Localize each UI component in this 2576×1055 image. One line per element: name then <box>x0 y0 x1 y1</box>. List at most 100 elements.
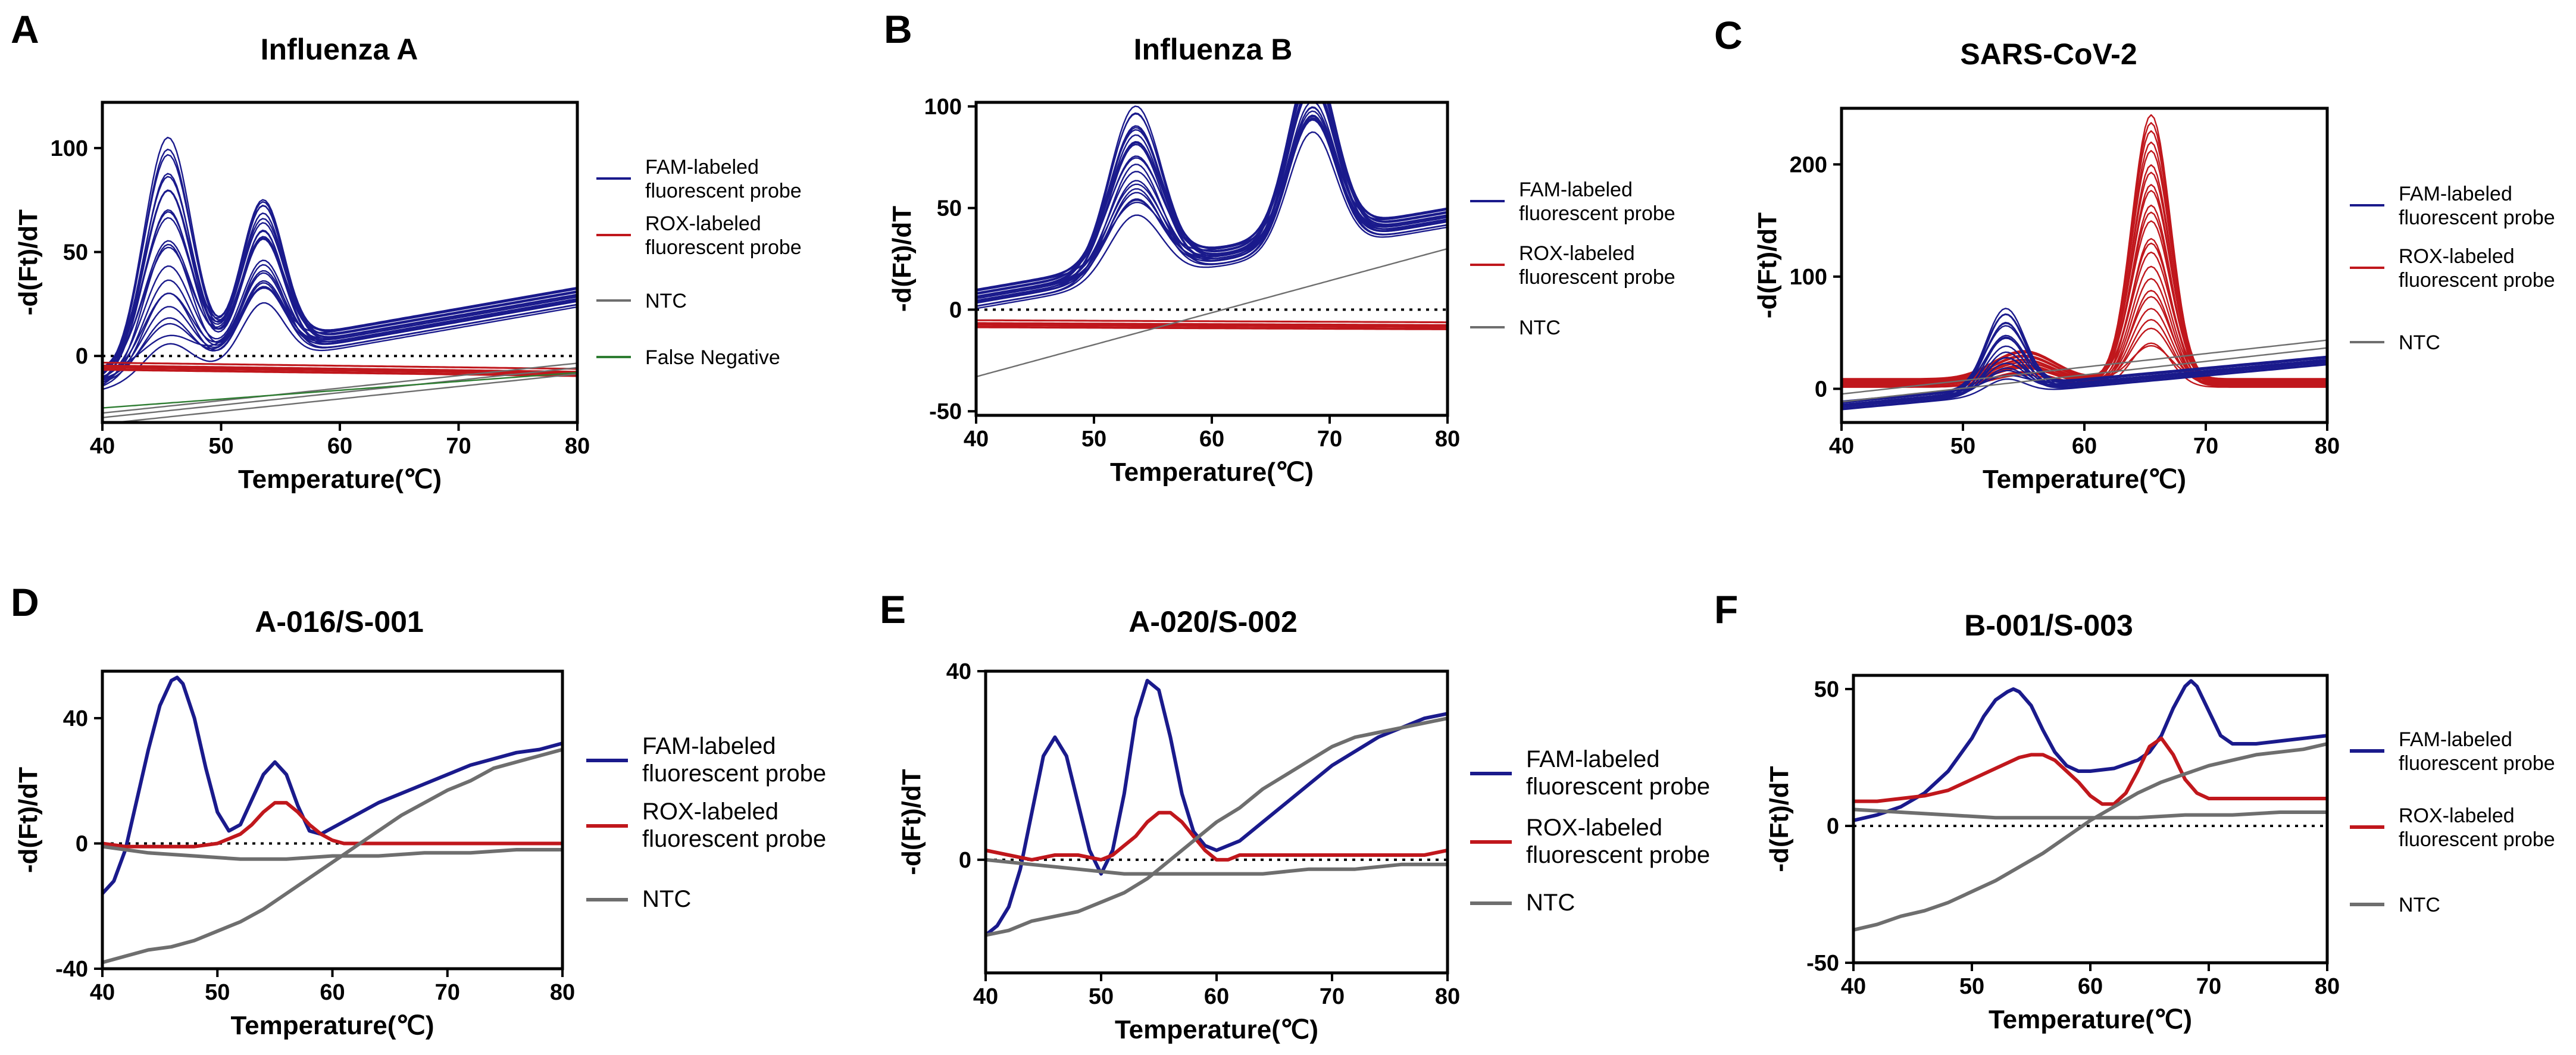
series-group <box>976 102 1448 378</box>
series-line-fam <box>976 117 1448 299</box>
series-group <box>102 136 577 422</box>
panel-a: A Influenza A 40 50 60 70 80 0 50 100 Temperature(… <box>11 7 802 494</box>
series-line-rox <box>976 323 1448 327</box>
legend-label-rox: ROX-labeled fluorescent probe <box>645 212 802 259</box>
series-line-fam <box>102 243 577 386</box>
chart-title: Influenza B <box>1134 33 1293 66</box>
y-axis-label: -d(Ft)/dT <box>887 206 917 312</box>
series-line-false_negative <box>102 372 577 409</box>
x-tick-label: 80 <box>2315 974 2340 999</box>
x-tick-label: 70 <box>1320 984 1345 1009</box>
panel-letter: C <box>1714 13 1743 57</box>
x-tick-label: 60 <box>1199 427 1224 452</box>
x-tick-label: 50 <box>1081 427 1106 452</box>
x-tick-label: 80 <box>1435 427 1460 452</box>
legend-label-fam: FAM-labeled fluorescent probe <box>645 156 802 202</box>
legend-label-fam: FAM-labeled fluorescent probe <box>642 733 826 787</box>
x-tick-label: 50 <box>205 980 230 1005</box>
x-tick-label: 60 <box>2072 434 2097 459</box>
panel-c: C SARS-CoV-2 40 50 60 70 80 0 100 200 Temperature(… <box>1714 13 2555 494</box>
series-line-rox <box>1853 736 2327 806</box>
y-tick-label: -40 <box>55 957 88 982</box>
x-axis-label: Temperature(℃) <box>238 465 442 494</box>
series-line-ntc <box>102 367 577 418</box>
x-tick-label: 50 <box>1089 984 1114 1009</box>
legend-label-ntc: NTC <box>1526 890 1575 916</box>
x-axis-label: Temperature(℃) <box>1115 1015 1318 1044</box>
legend-label-rox: ROX-labeled fluorescent probe <box>642 799 826 852</box>
y-tick-label: 100 <box>51 136 88 161</box>
legend-label-rox: ROX-labeled fluorescent probe <box>1526 815 1710 868</box>
series-line-ntc <box>1853 742 2327 932</box>
legend: FAM-labeled fluorescent probe ROX-labeled f… <box>596 156 802 369</box>
series-line-rox <box>102 368 577 376</box>
series-line-ntc <box>102 362 577 414</box>
series-line-rox <box>1842 150 2327 382</box>
series-line-rox <box>986 810 1448 862</box>
y-tick-label: 0 <box>1827 814 1839 839</box>
panel-e: E A-020/S-002 40 50 60 70 80 0 40 Temperature(℃) -… <box>880 587 1710 1044</box>
y-tick-label: 50 <box>937 196 962 221</box>
legend: FAM-labeled fluorescent probe ROX-labeled f… <box>2350 183 2555 354</box>
y-tick-label: 100 <box>924 95 962 120</box>
series-line-fam <box>976 102 1448 292</box>
legend: FAM-labeled fluorescent probe ROX-labeled f… <box>2350 728 2555 916</box>
series-line-rox <box>1842 184 2327 385</box>
legend-label-ntc: NTC <box>1519 317 1561 339</box>
series-line-rox <box>1842 211 2327 381</box>
legend-label-rox: ROX-labeled fluorescent probe <box>2399 804 2555 851</box>
x-tick-label: 60 <box>1204 984 1229 1009</box>
x-axis-label: Temperature(℃) <box>1989 1005 2192 1034</box>
series-line-fam <box>986 678 1448 937</box>
panel-d: D A-016/S-001 40 50 60 70 80 -40 0 40 Temperature(… <box>11 580 826 1040</box>
series-line-fam <box>976 102 1448 302</box>
series-line-fam <box>102 154 577 372</box>
chart-title: A-020/S-002 <box>1128 605 1298 638</box>
x-tick-label: 40 <box>1841 974 1866 999</box>
series-line-rox <box>102 367 577 375</box>
chart-title: B-001/S-003 <box>1964 609 2133 642</box>
legend: FAM-labeled fluorescent probe ROX-labeled f… <box>1470 179 1675 339</box>
y-tick-label: 0 <box>76 344 88 369</box>
chart-title: A-016/S-001 <box>255 605 424 638</box>
legend-label-fam: FAM-labeled fluorescent probe <box>2399 728 2555 775</box>
series-line-fam <box>102 211 577 372</box>
series-line-rox <box>1842 164 2327 386</box>
x-tick-label: 60 <box>320 980 345 1005</box>
x-tick-label: 80 <box>2315 434 2340 459</box>
series-line-ntc <box>986 716 1448 937</box>
series-line-ntc <box>108 373 577 422</box>
x-tick-label: 60 <box>2078 974 2103 999</box>
series-line-rox <box>102 801 562 849</box>
x-axis-label: Temperature(℃) <box>1110 458 1314 487</box>
series-line-fam <box>102 173 577 381</box>
plot-frame <box>101 669 564 971</box>
series-line-rox <box>102 361 577 370</box>
series-line-ntc <box>102 844 562 861</box>
y-tick-label: 40 <box>946 659 971 684</box>
legend-label-fam: FAM-labeled fluorescent probe <box>1519 179 1675 225</box>
series-line-rox <box>1842 171 2327 383</box>
y-tick-label: 100 <box>1790 265 1827 290</box>
legend-label-rox: ROX-labeled fluorescent probe <box>2399 245 2555 292</box>
panel-letter: F <box>1714 587 1738 631</box>
x-tick-label: 80 <box>565 434 590 459</box>
series-line-fam <box>976 102 1448 295</box>
series-line-fam <box>102 286 577 383</box>
series-line-ntc <box>1842 347 2327 403</box>
chart-title: Influenza A <box>261 33 418 66</box>
chart-title: SARS-CoV-2 <box>1960 37 2137 71</box>
x-tick-label: 60 <box>327 434 352 459</box>
y-tick-label: 40 <box>63 706 88 731</box>
y-axis-label: -d(Ft)/dT <box>14 767 43 873</box>
panel-letter: E <box>880 587 906 631</box>
x-axis-label: Temperature(℃) <box>1983 465 2186 494</box>
y-tick-label: 0 <box>959 848 971 873</box>
series-line-fam <box>976 106 1448 307</box>
series-line-fam <box>976 102 1448 302</box>
series-line-rox <box>976 319 1448 323</box>
y-axis-label: -d(Ft)/dT <box>1765 766 1794 872</box>
series-line-fam <box>1842 345 2327 406</box>
series-line-rox <box>102 369 577 377</box>
